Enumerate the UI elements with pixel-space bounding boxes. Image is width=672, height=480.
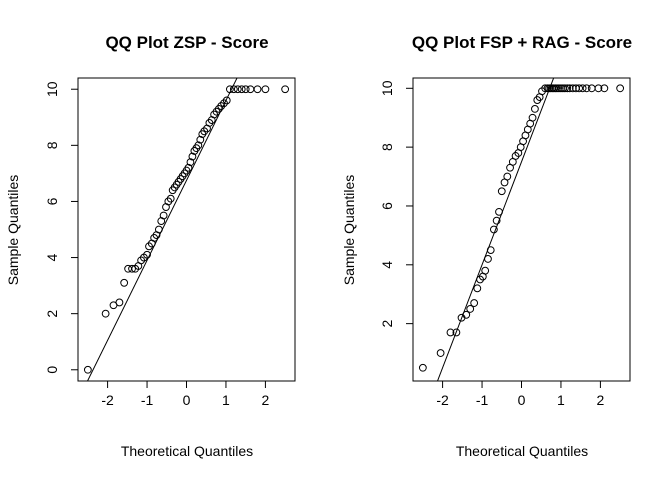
- data-point: [616, 84, 625, 93]
- y-tick-label: 10: [44, 81, 60, 97]
- data-point: [101, 309, 110, 318]
- data-point: [237, 85, 246, 94]
- y-tick-label: 8: [44, 141, 60, 149]
- x-axis-label: Theoretical Quantiles: [456, 443, 588, 459]
- data-point: [466, 305, 475, 313]
- data-point: [184, 163, 193, 172]
- data-point: [159, 211, 168, 220]
- x-tick-label: 1: [222, 392, 230, 408]
- data-point: [563, 84, 572, 93]
- data-point: [115, 298, 124, 307]
- data-point: [137, 256, 146, 265]
- data-point: [281, 85, 290, 94]
- data-point: [497, 187, 506, 196]
- x-tick-label: 2: [262, 392, 270, 408]
- y-tick-label: 8: [379, 143, 395, 151]
- data-point: [154, 225, 163, 234]
- data-point: [452, 328, 461, 337]
- data-point: [503, 172, 512, 181]
- data-point: [145, 242, 153, 251]
- data-point: [124, 264, 133, 273]
- axis-ticks: -2 -1 0 1 2 2 4 6 8 10: [379, 80, 605, 408]
- qq-reference-line: [86, 78, 238, 381]
- y-tick-label: 2: [44, 310, 60, 318]
- y-axis-label: Sample Quantiles: [5, 175, 21, 286]
- data-point: [528, 113, 537, 122]
- data-point: [582, 84, 591, 93]
- plot-box: [77, 77, 296, 382]
- data-point: [575, 84, 584, 93]
- data-point: [188, 152, 197, 161]
- data-point: [446, 328, 455, 337]
- data-point: [128, 264, 136, 273]
- data-point: [473, 284, 482, 293]
- data-point: [553, 84, 561, 93]
- y-tick-label: 6: [44, 197, 60, 205]
- y-tick-label: 0: [44, 366, 60, 374]
- data-point: [226, 85, 234, 94]
- x-tick-label: 2: [597, 392, 605, 408]
- y-tick-label: 4: [44, 253, 60, 261]
- data-point: [481, 266, 490, 275]
- data-point: [531, 104, 539, 113]
- y-tick-label: 6: [379, 202, 395, 210]
- data-point: [120, 278, 129, 287]
- x-tick-label: -2: [101, 392, 114, 408]
- data-points: [418, 84, 625, 372]
- qq-plot-panel-zsp: QQ Plot ZSP - Score -2 -1 0 1 2 0 2 4 6 8 10 Theor…: [5, 33, 296, 459]
- data-point: [418, 363, 427, 372]
- data-point: [492, 216, 501, 225]
- data-point: [495, 207, 503, 216]
- data-point: [484, 255, 492, 263]
- x-tick-label: -2: [436, 392, 449, 408]
- x-tick-label: 1: [557, 392, 565, 408]
- data-point: [196, 135, 205, 144]
- data-point: [143, 250, 151, 259]
- data-point: [229, 85, 238, 94]
- plot-box: [412, 77, 631, 382]
- data-point: [83, 365, 92, 374]
- data-point: [194, 141, 203, 150]
- data-point: [486, 246, 495, 254]
- x-tick-label: 0: [183, 392, 191, 408]
- data-point: [462, 310, 471, 319]
- data-point: [470, 299, 479, 307]
- data-point: [222, 96, 231, 105]
- data-point: [261, 85, 270, 94]
- qq-plot-panel-fsp-rag: QQ Plot FSP + RAG - Score -2 -1 0 1 2246810 …: [341, 33, 632, 459]
- data-point: [555, 84, 563, 93]
- y-tick-label: 4: [379, 261, 395, 269]
- qq-reference-line: [436, 78, 555, 381]
- reference-line: [86, 78, 238, 381]
- data-point: [594, 84, 603, 93]
- chart-title: QQ Plot ZSP - Score: [105, 33, 268, 52]
- data-point: [600, 84, 609, 93]
- data-point: [578, 84, 587, 93]
- y-tick-label: 10: [379, 80, 395, 96]
- x-tick-label: -1: [141, 392, 154, 408]
- data-point: [253, 85, 262, 94]
- chart-title: QQ Plot FSP + RAG - Score: [412, 33, 632, 52]
- data-point: [489, 225, 498, 234]
- y-axis-label: Sample Quantiles: [341, 175, 357, 286]
- x-axis-label: Theoretical Quantiles: [121, 443, 253, 459]
- data-point: [166, 194, 175, 203]
- x-tick-label: -1: [476, 392, 489, 408]
- data-point: [233, 85, 242, 94]
- data-point: [217, 102, 226, 110]
- data-point: [220, 99, 228, 108]
- data-point: [241, 85, 250, 94]
- data-point: [186, 158, 195, 167]
- y-tick-label: 2: [379, 320, 395, 328]
- data-point: [587, 84, 596, 93]
- data-points: [83, 85, 290, 374]
- reference-line: [436, 78, 555, 381]
- x-tick-label: 0: [518, 392, 526, 408]
- data-point: [200, 127, 209, 136]
- data-point: [246, 85, 255, 94]
- data-point: [561, 84, 569, 93]
- data-point: [436, 349, 445, 357]
- axis-ticks: -2 -1 0 1 2 0 2 4 6 8 10: [44, 81, 270, 408]
